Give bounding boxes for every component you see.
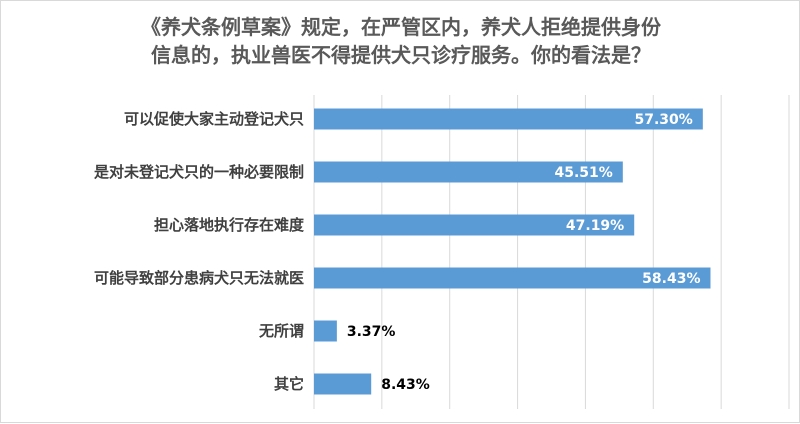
value-label: 57.30% [635, 112, 693, 128]
chart-title-line-2: 信息的，执业兽医不得提供犬只诊疗服务。你的看法是？ [151, 43, 651, 67]
value-label: 58.43% [642, 271, 700, 287]
category-label: 无所谓 [258, 322, 304, 340]
chart-title-line-1: 《养犬条例草案》规定，在严管区内，养犬人拒绝提供身份 [141, 15, 661, 39]
value-label: 3.37% [347, 324, 396, 340]
bar [314, 161, 623, 183]
category-label: 是对未登记犬只的一种必要限制 [93, 163, 304, 181]
bar [314, 108, 703, 130]
bar [314, 373, 372, 395]
value-label: 45.51% [555, 165, 613, 181]
bar [314, 320, 337, 342]
bar [314, 214, 635, 236]
category-label: 担心落地执行存在难度 [154, 216, 305, 234]
chart-title: 《养犬条例草案》规定，在严管区内，养犬人拒绝提供身份 信息的，执业兽医不得提供犬… [1, 13, 800, 69]
value-label: 8.43% [381, 377, 430, 393]
bar [314, 267, 711, 289]
category-label: 可以促使大家主动登记犬只 [124, 110, 304, 128]
category-label: 可能导致部分患病犬只无法就医 [94, 269, 304, 287]
category-label: 其它 [274, 375, 304, 393]
value-label: 47.19% [566, 218, 624, 234]
